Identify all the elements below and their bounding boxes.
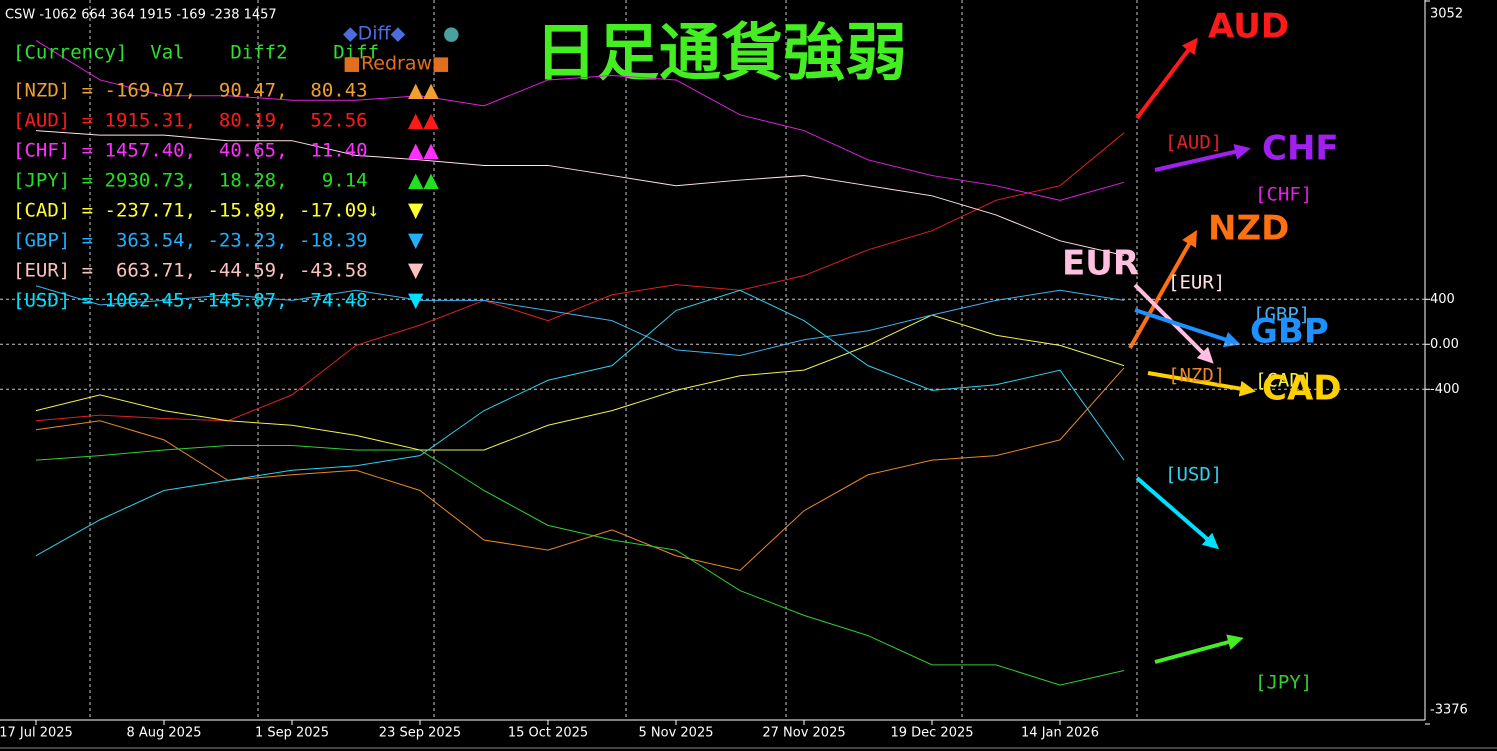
series-line xyxy=(35,132,1125,422)
panel-button[interactable]: ◆Diff◆ xyxy=(343,23,406,45)
x-tick-label: 1 Sep 2025 xyxy=(255,726,329,741)
series-label: [EUR] xyxy=(1168,272,1225,294)
arrow xyxy=(1134,308,1241,348)
panel-arrows: ▼ xyxy=(408,198,424,222)
panel-button[interactable]: ■Redraw■ xyxy=(343,53,450,75)
arrow xyxy=(1128,230,1197,349)
panel-arrows: ▲▲ xyxy=(408,168,439,192)
panel-header: [Currency] Val Diff2 Diff xyxy=(13,42,379,64)
strength-label: CAD xyxy=(1262,369,1342,409)
x-tick-label: 19 Dec 2025 xyxy=(890,726,973,741)
x-tick-label: 15 Oct 2025 xyxy=(508,726,588,741)
x-tick-label: 14 Jan 2026 xyxy=(1021,726,1099,741)
strength-label: AUD xyxy=(1208,7,1289,47)
panel-button[interactable]: ● xyxy=(443,23,460,45)
y-tick-label: -3376 xyxy=(1430,703,1468,718)
panel-row: [GBP] = 363.54, -23.23, -18.39 xyxy=(13,230,368,252)
series-label: [JPY] xyxy=(1255,672,1312,694)
series-line xyxy=(35,289,1125,557)
y-tick-label: 3052 xyxy=(1430,7,1463,22)
panel-row: [AUD] = 1915.31, 80.19, 52.56 xyxy=(13,110,368,132)
series-line xyxy=(35,40,1125,201)
panel-arrows: ▲▲ xyxy=(408,138,439,162)
panel-arrows: ▲▲ xyxy=(408,78,439,102)
series-label: [CHF] xyxy=(1255,184,1312,206)
series-label: [NZD] xyxy=(1168,365,1225,387)
series-line xyxy=(35,367,1125,571)
panel-arrows: ▼ xyxy=(408,228,424,252)
chart-title: 日足通貨強弱 xyxy=(535,16,907,89)
y-tick-label: 0.00 xyxy=(1430,337,1459,352)
series-line xyxy=(35,130,1125,256)
x-tick-label: 8 Aug 2025 xyxy=(126,726,201,741)
x-tick-label: 23 Sep 2025 xyxy=(379,726,461,741)
series-label: [AUD] xyxy=(1165,132,1222,154)
series-line xyxy=(35,314,1125,451)
arrow xyxy=(1147,371,1256,397)
x-tick-label: 17 Jul 2025 xyxy=(0,726,73,741)
panel-row: [JPY] = 2930.73, 18.28, 9.14 xyxy=(13,170,368,192)
panel-row: [NZD] = -169.07, 90.47, 80.43 xyxy=(13,80,368,102)
subtitle: CSW -1062 664 364 1915 -169 -238 1457 xyxy=(5,8,277,23)
separators xyxy=(89,0,1138,720)
y-tick-label: 400 xyxy=(1430,292,1455,307)
series-label: [USD] xyxy=(1165,464,1222,486)
series-label: [GBP] xyxy=(1253,304,1310,326)
arrow xyxy=(1135,476,1220,550)
arrows xyxy=(1128,37,1256,664)
series-line xyxy=(35,445,1125,686)
strength-label: NZD xyxy=(1208,209,1289,249)
x-tick-label: 27 Nov 2025 xyxy=(762,726,845,741)
series-line xyxy=(35,285,1125,357)
panel-row: [USD] = 1062.45,-145.87, -74.48 xyxy=(13,290,368,312)
panel-row: [CHF] = 1457.40, 40.65, 11.40 xyxy=(13,140,368,162)
series-label: [CAD] xyxy=(1255,370,1312,392)
strength-label: GBP xyxy=(1250,312,1329,352)
arrow xyxy=(1135,37,1198,120)
panel-arrows: ▼ xyxy=(408,258,424,282)
y-tick-label: -400 xyxy=(1430,382,1460,397)
strength-label: EUR xyxy=(1062,244,1139,284)
panel-row: [CAD] = -237.71, -15.89, -17.09↓ xyxy=(13,200,379,222)
x-tick-label: 5 Nov 2025 xyxy=(639,726,714,741)
strength-label: CHF xyxy=(1262,129,1339,169)
arrow xyxy=(1154,634,1244,664)
panel-arrows: ▼ xyxy=(408,288,424,312)
arrow xyxy=(1154,143,1251,172)
panel-arrows: ▲▲ xyxy=(408,108,439,132)
panel-row: [EUR] = 663.71, -44.59, -43.58 xyxy=(13,260,368,282)
